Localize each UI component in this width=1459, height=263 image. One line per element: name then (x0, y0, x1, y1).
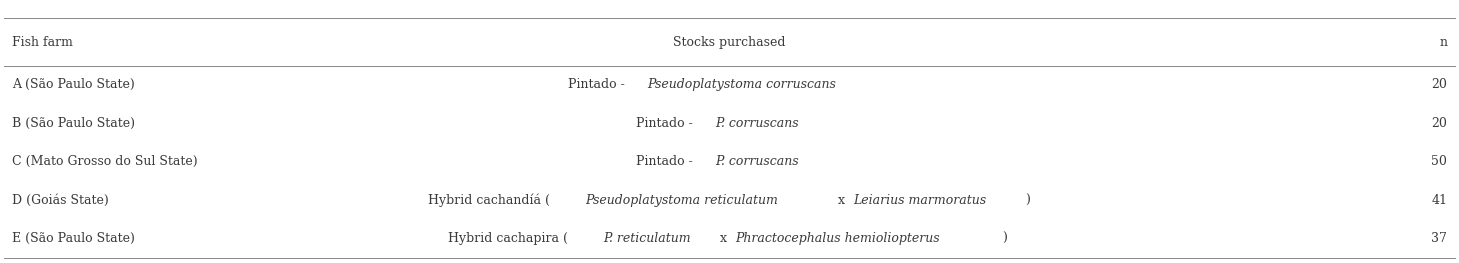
Text: x: x (835, 194, 849, 207)
Text: D (Goiás State): D (Goiás State) (12, 194, 108, 207)
Text: Stocks purchased: Stocks purchased (673, 36, 786, 49)
Text: P. corruscans: P. corruscans (715, 117, 798, 130)
Text: ): ) (1026, 194, 1030, 207)
Text: n: n (1440, 36, 1447, 49)
Text: Leiarius marmoratus: Leiarius marmoratus (854, 194, 986, 207)
Text: Pseudoplatystoma corruscans: Pseudoplatystoma corruscans (646, 78, 836, 92)
Text: A (São Paulo State): A (São Paulo State) (12, 78, 134, 92)
Text: 50: 50 (1431, 155, 1447, 168)
Text: Hybrid cachapira (: Hybrid cachapira ( (448, 232, 568, 245)
Text: ): ) (999, 232, 1008, 245)
Text: 41: 41 (1431, 194, 1447, 207)
Text: 20: 20 (1431, 78, 1447, 92)
Text: E (São Paulo State): E (São Paulo State) (12, 232, 134, 245)
Text: Phractocephalus hemioliopterus: Phractocephalus hemioliopterus (735, 232, 940, 245)
Text: Pintado -: Pintado - (636, 155, 697, 168)
Text: P. corruscans: P. corruscans (715, 155, 798, 168)
Text: Pseudoplatystoma reticulatum: Pseudoplatystoma reticulatum (585, 194, 778, 207)
Text: Hybrid cachandíá (: Hybrid cachandíá ( (427, 193, 550, 207)
Text: Pintado -: Pintado - (636, 117, 697, 130)
Text: x: x (716, 232, 731, 245)
Text: B (São Paulo State): B (São Paulo State) (12, 117, 134, 130)
Text: 20: 20 (1431, 117, 1447, 130)
Text: C (Mato Grosso do Sul State): C (Mato Grosso do Sul State) (12, 155, 197, 168)
Text: Fish farm: Fish farm (12, 36, 73, 49)
Text: 37: 37 (1431, 232, 1447, 245)
Text: P. reticulatum: P. reticulatum (603, 232, 690, 245)
Text: Pintado -: Pintado - (569, 78, 629, 92)
